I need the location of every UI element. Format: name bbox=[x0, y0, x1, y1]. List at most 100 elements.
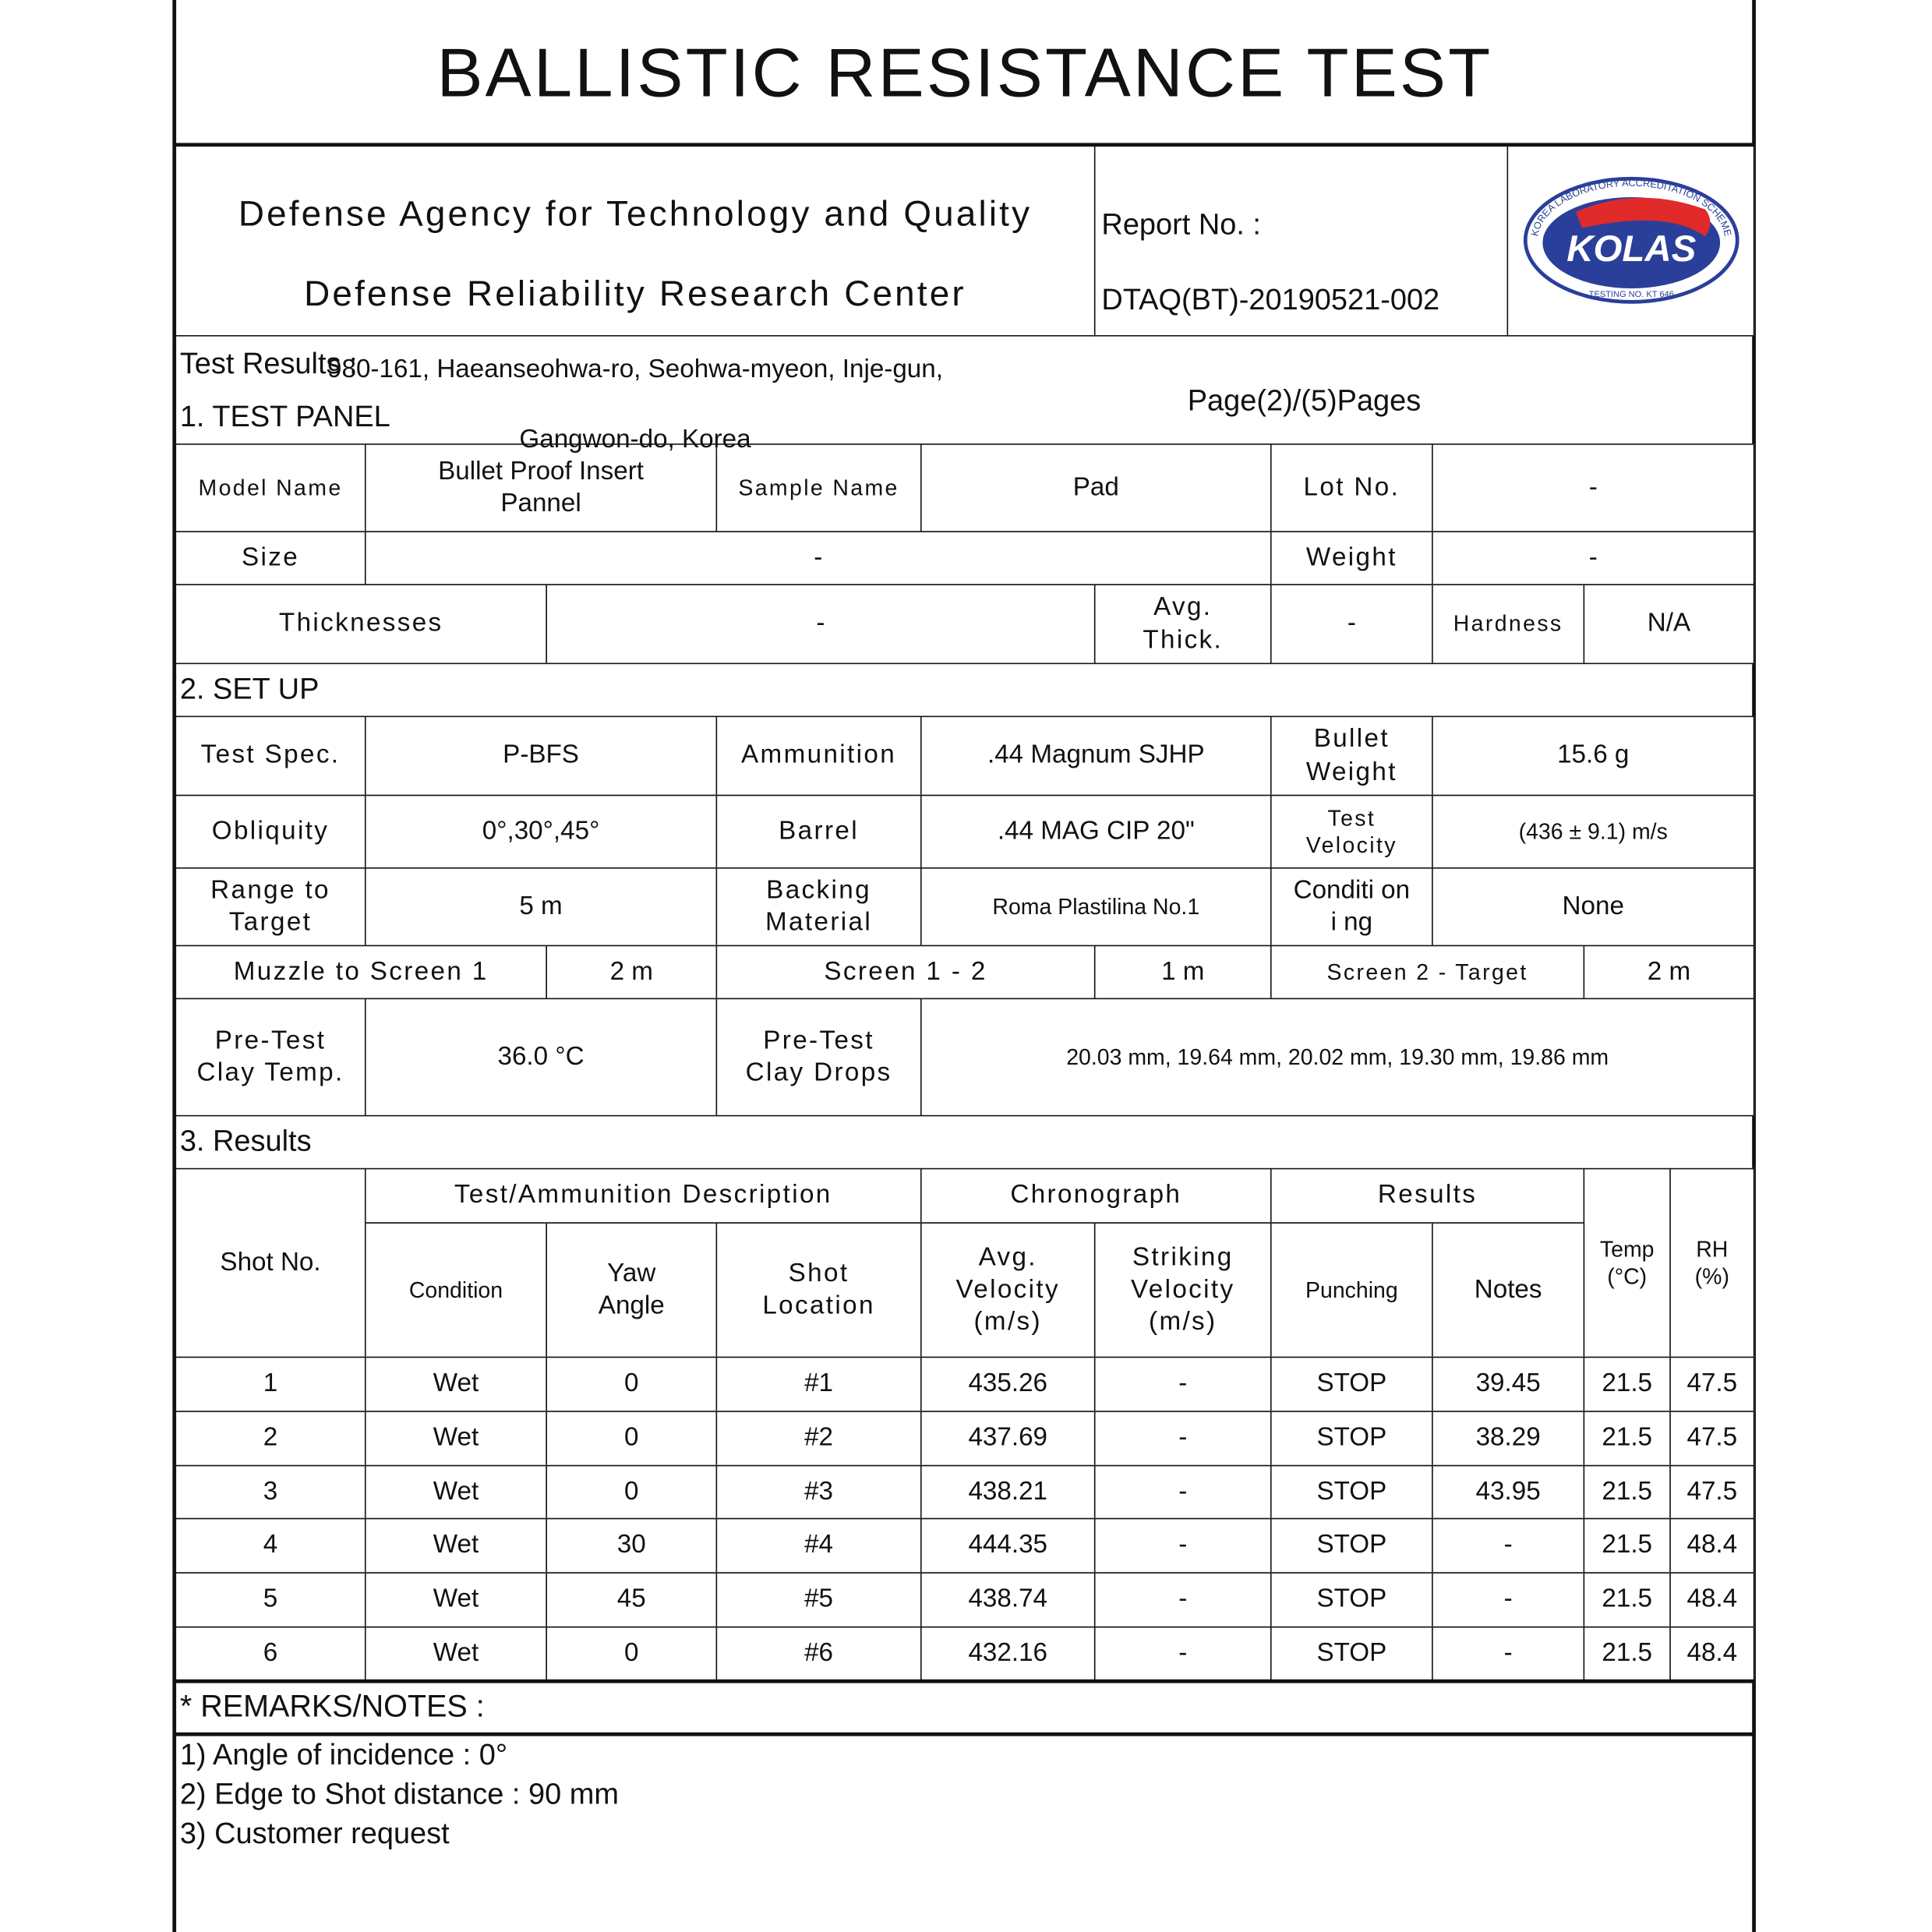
model-name-label: Model Name bbox=[175, 443, 366, 532]
cell-shot: 1 bbox=[175, 1356, 366, 1412]
kolas-logo-icon: KOLAS KOREA LABORATORY ACCREDITATION SCH… bbox=[1523, 176, 1739, 304]
cell-rh: 48.4 bbox=[1669, 1626, 1755, 1681]
range-value: 5 m bbox=[364, 867, 718, 947]
page-number: Page(2)/(5)Pages bbox=[1187, 383, 1422, 418]
conditioning-value: None bbox=[1432, 867, 1755, 947]
header-rh: RH (%) bbox=[1669, 1167, 1755, 1358]
header-punching: Punching bbox=[1270, 1222, 1433, 1358]
cell-rh: 48.4 bbox=[1669, 1517, 1755, 1574]
test-results-label: Test Results : bbox=[179, 347, 358, 381]
cell-temp: 21.5 bbox=[1583, 1411, 1671, 1467]
model-name-value: Bullet Proof Insert Pannel bbox=[364, 443, 718, 532]
cell-location: #5 bbox=[715, 1572, 922, 1628]
page-title: BALLISTIC RESISTANCE TEST bbox=[436, 33, 1493, 111]
cell-location: #3 bbox=[715, 1464, 922, 1520]
cell-punching: STOP bbox=[1270, 1464, 1433, 1520]
cell-condition: Wet bbox=[364, 1572, 547, 1628]
ammunition-value: .44 Magnum SJHP bbox=[920, 715, 1272, 796]
cell-punching: STOP bbox=[1270, 1517, 1433, 1574]
cell-strike-vel: - bbox=[1093, 1572, 1272, 1628]
cell-location: #1 bbox=[715, 1356, 922, 1412]
cell-rh: 47.5 bbox=[1669, 1411, 1755, 1467]
hardness-label: Hardness bbox=[1432, 584, 1585, 665]
header-results: Results bbox=[1270, 1167, 1585, 1224]
avg-thick-value: - bbox=[1270, 584, 1433, 665]
organization-block: Defense Agency for Technology and Qualit… bbox=[175, 143, 1096, 453]
thicknesses-label: Thicknesses bbox=[175, 584, 547, 665]
cell-strike-vel: - bbox=[1093, 1411, 1272, 1467]
cell-yaw: 0 bbox=[546, 1626, 718, 1681]
cell-avg-vel: 438.74 bbox=[920, 1572, 1096, 1628]
clay-drops-label: Pre-Test Clay Drops bbox=[715, 998, 922, 1117]
header-temp: Temp (°C) bbox=[1583, 1167, 1671, 1358]
screen12-value: 1 m bbox=[1093, 945, 1272, 1000]
cell-notes: 38.29 bbox=[1432, 1411, 1585, 1467]
clay-temp-value: 36.0 °C bbox=[364, 998, 718, 1117]
cell-yaw: 45 bbox=[546, 1572, 718, 1628]
screen12-label: Screen 1 - 2 bbox=[715, 945, 1096, 1000]
cell-condition: Wet bbox=[364, 1411, 547, 1467]
cell-shot: 3 bbox=[175, 1464, 366, 1520]
hardness-value: N/A bbox=[1583, 584, 1755, 665]
test-velocity-label: Test Velocity bbox=[1270, 794, 1433, 869]
kolas-logo: KOLAS KOREA LABORATORY ACCREDITATION SCH… bbox=[1506, 143, 1755, 337]
cell-yaw: 0 bbox=[546, 1464, 718, 1520]
weight-label: Weight bbox=[1270, 531, 1433, 585]
cell-shot: 6 bbox=[175, 1626, 366, 1681]
size-label: Size bbox=[175, 531, 366, 585]
org-center: Defense Reliability Research Center bbox=[304, 274, 966, 314]
report-number: DTAQ(BT)-20190521-002 bbox=[1101, 282, 1440, 316]
cell-location: #4 bbox=[715, 1517, 922, 1574]
cell-avg-vel: 435.26 bbox=[920, 1356, 1096, 1412]
section-setup: 2. SET UP bbox=[179, 673, 320, 706]
barrel-value: .44 MAG CIP 20" bbox=[920, 794, 1272, 869]
address-line: 980-161, Haeanseohwa-ro, Seohwa-myeon, I… bbox=[327, 355, 943, 384]
test-velocity-value: (436 ± 9.1) m/s bbox=[1432, 794, 1755, 869]
cell-yaw: 0 bbox=[546, 1356, 718, 1412]
section-test-panel: 1. TEST PANEL bbox=[179, 400, 390, 434]
svg-text:TESTING NO. KT 646: TESTING NO. KT 646 bbox=[1588, 290, 1673, 299]
cell-punching: STOP bbox=[1270, 1572, 1433, 1628]
cell-shot: 2 bbox=[175, 1411, 366, 1467]
cell-condition: Wet bbox=[364, 1517, 547, 1574]
section-results: 3. Results bbox=[179, 1125, 312, 1159]
header-location: Shot Location bbox=[715, 1222, 922, 1358]
remarks-heading: * REMARKS/NOTES : bbox=[179, 1689, 485, 1724]
muzzle-label: Muzzle to Screen 1 bbox=[175, 945, 547, 1000]
header-notes: Notes bbox=[1432, 1222, 1585, 1358]
weight-value: - bbox=[1432, 531, 1755, 585]
cell-punching: STOP bbox=[1270, 1356, 1433, 1412]
cell-strike-vel: - bbox=[1093, 1464, 1272, 1520]
bullet-weight-value: 15.6 g bbox=[1432, 715, 1755, 796]
cell-notes: - bbox=[1432, 1572, 1585, 1628]
backing-value: Roma Plastilina No.1 bbox=[920, 867, 1272, 947]
lot-no-value: - bbox=[1432, 443, 1755, 532]
cell-avg-vel: 444.35 bbox=[920, 1517, 1096, 1574]
header-chronograph: Chronograph bbox=[920, 1167, 1272, 1224]
cell-rh: 48.4 bbox=[1669, 1572, 1755, 1628]
address-line: Gangwon-do, Korea bbox=[519, 425, 751, 454]
cell-yaw: 0 bbox=[546, 1411, 718, 1467]
screen2-target-value: 2 m bbox=[1583, 945, 1755, 1000]
cell-notes: 43.95 bbox=[1432, 1464, 1585, 1520]
clay-drops-value: 20.03 mm, 19.64 mm, 20.02 mm, 19.30 mm, … bbox=[920, 998, 1755, 1117]
cell-condition: Wet bbox=[364, 1356, 547, 1412]
sample-name-label: Sample Name bbox=[715, 443, 922, 532]
sample-name-value: Pad bbox=[920, 443, 1272, 532]
cell-notes: - bbox=[1432, 1517, 1585, 1574]
size-value: - bbox=[364, 531, 1272, 585]
cell-punching: STOP bbox=[1270, 1411, 1433, 1467]
cell-temp: 21.5 bbox=[1583, 1464, 1671, 1520]
cell-punching: STOP bbox=[1270, 1626, 1433, 1681]
cell-avg-vel: 437.69 bbox=[920, 1411, 1096, 1467]
cell-rh: 47.5 bbox=[1669, 1356, 1755, 1412]
header-avg-velocity: Avg. Velocity (m/s) bbox=[920, 1222, 1096, 1358]
cell-notes: - bbox=[1432, 1626, 1585, 1681]
cell-yaw: 30 bbox=[546, 1517, 718, 1574]
cell-strike-vel: - bbox=[1093, 1626, 1272, 1681]
report-block: Report No. : DTAQ(BT)-20190521-002 Page(… bbox=[1093, 143, 1509, 418]
cell-strike-vel: - bbox=[1093, 1356, 1272, 1412]
avg-thick-label: Avg. Thick. bbox=[1093, 584, 1272, 665]
report-label: Report No. : bbox=[1101, 208, 1261, 242]
cell-notes: 39.45 bbox=[1432, 1356, 1585, 1412]
